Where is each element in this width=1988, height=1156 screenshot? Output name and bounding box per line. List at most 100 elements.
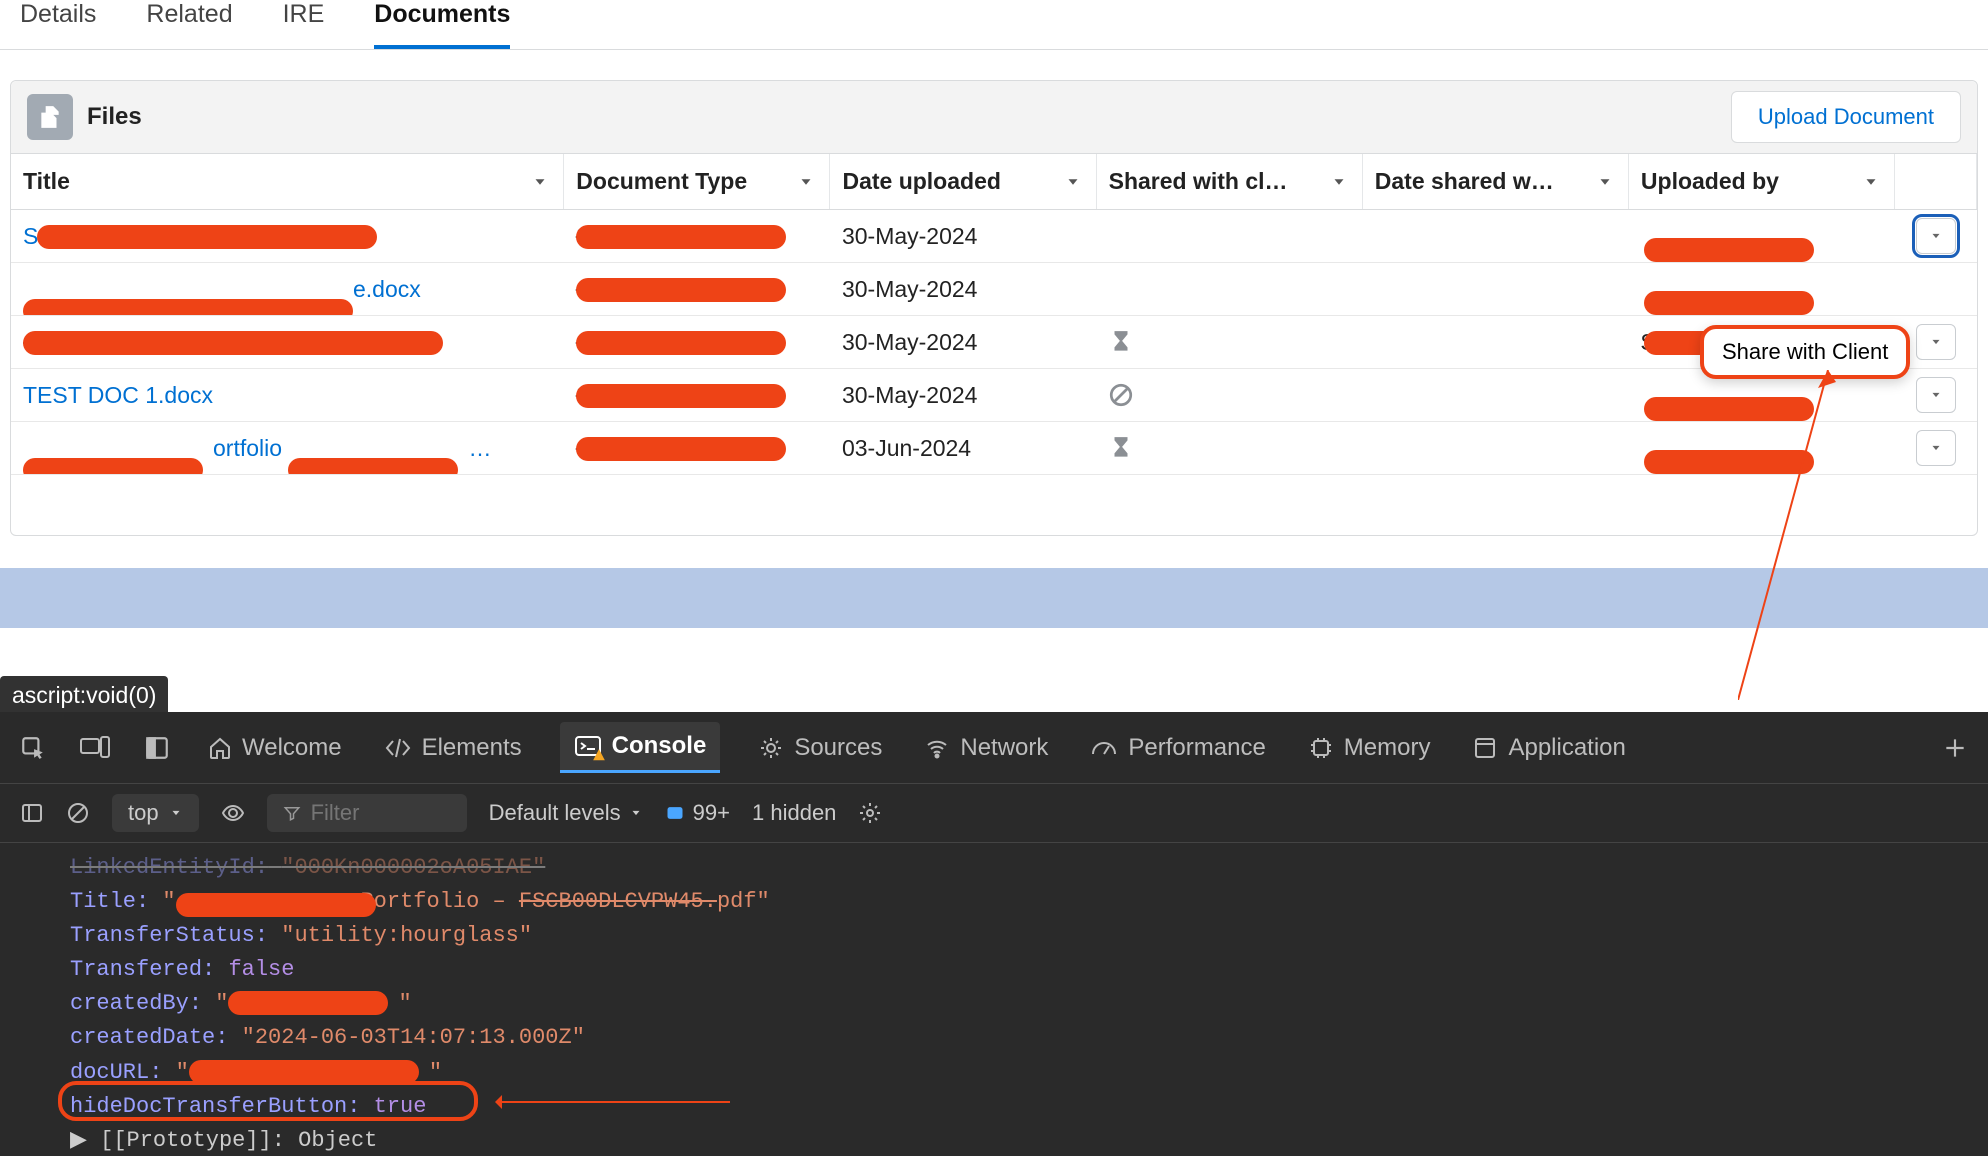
col-shared[interactable]: Shared with cl… [1096, 154, 1362, 210]
cell-title[interactable]: Ongoing Adv [11, 316, 564, 369]
cell-shared [1096, 422, 1362, 475]
col-uploadedby[interactable]: Uploaded by [1628, 154, 1894, 210]
row-actions-button[interactable] [1916, 430, 1956, 466]
devtools-tab-performance[interactable]: Performance [1086, 724, 1269, 772]
table-row: ortfolio …C…03-Jun-2024 [11, 422, 1977, 475]
tab-related[interactable]: Related [146, 0, 232, 49]
devtools-panel: Welcome Elements Console Sources Network… [0, 712, 1988, 1156]
cell-title[interactable]: TEST DOC 1.docx [11, 369, 564, 422]
cell-date-shared [1362, 369, 1628, 422]
tab-details[interactable]: Details [20, 0, 96, 49]
plus-icon[interactable] [1942, 735, 1968, 761]
chevron-down-icon [1596, 173, 1614, 191]
cell-date-shared [1362, 316, 1628, 369]
col-actions [1895, 154, 1977, 210]
record-tabs: Details Related IRE Documents [0, 0, 1988, 50]
log-levels-dropdown[interactable]: Default levels [489, 800, 643, 826]
cell-actions [1895, 422, 1977, 475]
console-toolbar: top Default levels 99+ 1 hidden [0, 784, 1988, 843]
cell-date-shared [1362, 263, 1628, 316]
tab-ire[interactable]: IRE [283, 0, 325, 49]
cell-title[interactable]: e.docx [11, 263, 564, 316]
inspect-icon[interactable] [20, 735, 46, 761]
clear-console-icon[interactable] [66, 801, 90, 825]
live-expression-icon[interactable] [221, 801, 245, 825]
files-panel: Files Upload Document Title Document Typ… [10, 80, 1978, 536]
chevron-down-icon [1064, 173, 1082, 191]
cell-shared [1096, 369, 1362, 422]
cell-doctype: Suitability Report [564, 210, 830, 263]
cell-uploaded-by [1628, 210, 1894, 263]
dock-icon[interactable] [144, 735, 170, 761]
table-row: TEST DOC 1.docxSuitability…30-May-2024 [11, 369, 1977, 422]
row-actions-button[interactable] [1916, 377, 1956, 413]
chevron-down-icon [797, 173, 815, 191]
prohibit-icon [1108, 382, 1350, 408]
cell-shared [1096, 210, 1362, 263]
col-dateuploaded[interactable]: Date uploaded [830, 154, 1096, 210]
sidebar-toggle-icon[interactable] [20, 801, 44, 825]
cell-date-uploaded: 30-May-2024 [830, 263, 1096, 316]
row-actions-button[interactable] [1916, 324, 1956, 360]
cell-actions [1895, 369, 1977, 422]
cell-date-uploaded: 03-Jun-2024 [830, 422, 1096, 475]
filter-input-wrap [267, 794, 467, 832]
cell-doctype: Suitability… [564, 369, 830, 422]
warning-badge-icon [592, 748, 606, 762]
cell-actions [1895, 263, 1977, 316]
col-dateshared[interactable]: Date shared w… [1362, 154, 1628, 210]
col-doctype[interactable]: Document Type [564, 154, 830, 210]
hourglass-icon [1108, 435, 1350, 461]
devtools-tab-network[interactable]: Network [920, 724, 1052, 772]
cell-date-shared [1362, 422, 1628, 475]
cell-title[interactable]: ortfolio … [11, 422, 564, 475]
tab-documents[interactable]: Documents [374, 0, 510, 49]
device-icon[interactable] [80, 735, 110, 761]
cell-date-uploaded: 30-May-2024 [830, 210, 1096, 263]
files-icon [27, 94, 73, 140]
hourglass-icon [1108, 329, 1350, 355]
cell-doctype: C… [564, 263, 830, 316]
col-title[interactable]: Title [11, 154, 564, 210]
table-row: Ongoing AdvC…30-May-2024S [11, 316, 1977, 369]
devtools-tab-welcome[interactable]: Welcome [204, 724, 346, 772]
files-table: Title Document Type Date uploaded Shared… [11, 154, 1977, 475]
issues-badge[interactable]: 99+ [665, 800, 730, 826]
devtools-tab-console[interactable]: Console [560, 722, 721, 773]
devtools-tab-sources[interactable]: Sources [754, 724, 886, 772]
chevron-down-icon [1330, 173, 1348, 191]
menu-item-share-with-client[interactable]: Share with Client [1722, 339, 1888, 365]
cell-shared [1096, 316, 1362, 369]
devtools-tab-memory[interactable]: Memory [1304, 724, 1435, 772]
table-row: SSuitability Report30-May-2024 [11, 210, 1977, 263]
cell-shared [1096, 263, 1362, 316]
annotation-arrow-horizontal [500, 1101, 730, 1103]
cell-doctype: C… [564, 316, 830, 369]
upload-document-button[interactable]: Upload Document [1731, 91, 1961, 143]
annotation-circle [58, 1081, 478, 1121]
panel-title: Files [87, 103, 142, 131]
filter-input[interactable] [311, 800, 451, 826]
context-selector[interactable]: top [112, 794, 199, 832]
hidden-count: 1 hidden [752, 800, 836, 826]
chevron-down-icon [1862, 173, 1880, 191]
settings-icon[interactable] [858, 801, 882, 825]
cell-date-shared [1362, 210, 1628, 263]
cell-doctype: C… [564, 422, 830, 475]
cell-uploaded-by [1628, 263, 1894, 316]
devtools-tabs: Welcome Elements Console Sources Network… [0, 712, 1988, 784]
cell-title[interactable]: S [11, 210, 564, 263]
console-output: LinkedEntityId: "000Kn000002oA05IAE" Tit… [0, 843, 1988, 1156]
devtools-tab-elements[interactable]: Elements [380, 724, 526, 772]
filter-icon [283, 804, 301, 822]
cell-uploaded-by [1628, 422, 1894, 475]
row-action-menu: Share with Client [1700, 325, 1910, 379]
row-actions-button[interactable] [1916, 218, 1956, 254]
cell-actions [1895, 210, 1977, 263]
status-bar-hint: ascript:void(0) [0, 676, 168, 715]
cell-date-uploaded: 30-May-2024 [830, 316, 1096, 369]
background-band [0, 568, 1988, 628]
table-row: e.docxC…30-May-2024 [11, 263, 1977, 316]
chevron-down-icon [531, 173, 549, 191]
devtools-tab-application[interactable]: Application [1468, 724, 1629, 772]
